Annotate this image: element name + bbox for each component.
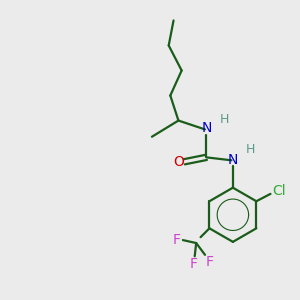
Text: H: H (246, 143, 255, 157)
Text: F: F (206, 255, 213, 269)
Text: F: F (189, 257, 197, 271)
Text: N: N (201, 121, 212, 135)
Text: H: H (219, 112, 229, 126)
Text: N: N (228, 153, 238, 167)
Text: O: O (174, 155, 184, 169)
Text: Cl: Cl (272, 184, 286, 198)
Text: F: F (172, 233, 180, 247)
